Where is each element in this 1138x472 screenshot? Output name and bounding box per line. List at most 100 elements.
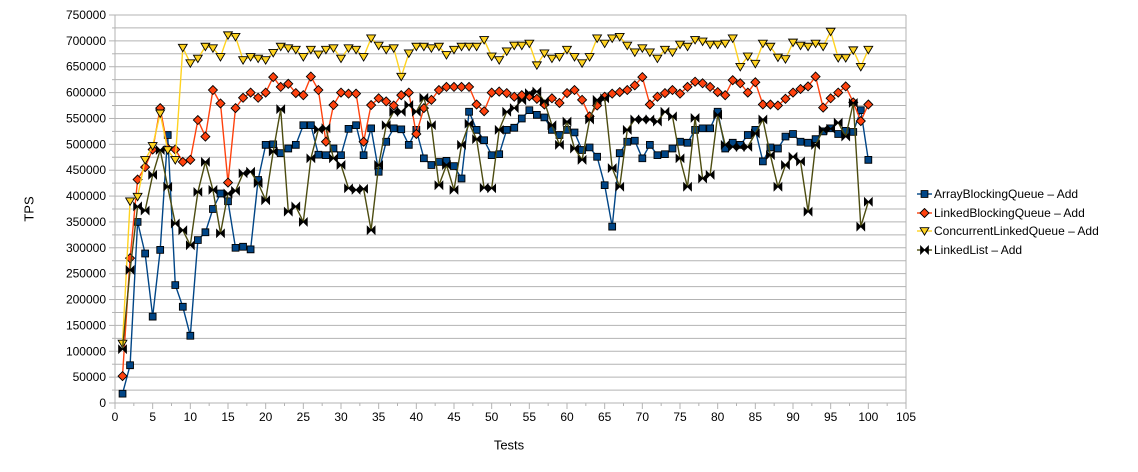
data-point-marker: [140, 205, 150, 216]
data-point-marker: [517, 114, 526, 123]
data-point-marker: [389, 124, 398, 133]
data-point-marker: [396, 72, 407, 82]
data-point-marker: [697, 78, 708, 89]
data-point-marker: [186, 331, 195, 340]
data-point-marker: [231, 243, 240, 252]
data-point-marker: [638, 154, 647, 163]
data-point-marker: [411, 42, 422, 52]
data-point-marker: [420, 154, 428, 163]
data-point-marker: [216, 228, 225, 239]
data-point-marker: [328, 44, 339, 54]
data-point-marker: [705, 169, 715, 180]
data-point-marker: [396, 106, 406, 117]
data-point-marker: [246, 166, 255, 177]
data-point-marker: [216, 189, 225, 198]
square-icon: [920, 190, 929, 199]
series-arrayblockingqueue-add: [118, 106, 873, 398]
data-point-marker: [170, 218, 180, 229]
diamond-icon: [919, 207, 930, 218]
data-point-marker: [720, 90, 731, 101]
data-point-marker: [147, 142, 158, 151]
data-point-marker: [215, 53, 226, 62]
data-point-marker: [540, 96, 549, 107]
data-point-marker: [600, 93, 610, 104]
data-point-marker: [449, 184, 459, 195]
data-point-marker: [546, 54, 558, 64]
data-point-marker: [780, 93, 791, 104]
data-point-marker: [178, 302, 187, 311]
data-point-marker: [374, 167, 383, 176]
data-point-marker: [177, 156, 188, 168]
data-point-marker: [796, 156, 805, 167]
x-tick-label: 25: [297, 410, 311, 424]
x-tick-label: 70: [636, 410, 650, 424]
data-point-marker: [540, 113, 549, 122]
data-point-marker: [253, 178, 263, 189]
data-point-marker: [245, 53, 256, 62]
data-point-marker: [796, 137, 805, 146]
x-tick-label: 55: [523, 410, 537, 424]
data-point-marker: [433, 84, 445, 96]
data-point-marker: [772, 53, 784, 63]
data-point-marker: [811, 139, 820, 150]
data-point-marker: [789, 130, 797, 138]
data-point-marker: [547, 120, 557, 131]
data-point-marker: [766, 150, 775, 161]
data-point-marker: [359, 183, 368, 194]
data-point-marker: [215, 98, 226, 109]
data-point-marker: [305, 71, 317, 82]
y-tick-label: 650000: [66, 60, 106, 74]
data-point-marker: [314, 150, 323, 159]
data-point-marker: [516, 41, 527, 51]
data-point-marker: [788, 151, 798, 162]
data-point-marker: [298, 53, 309, 62]
x-tick-label: 60: [560, 410, 574, 424]
data-point-marker: [546, 93, 558, 104]
data-point-marker: [494, 56, 505, 65]
data-point-marker: [365, 99, 377, 111]
data-point-marker: [456, 42, 467, 52]
data-point-marker: [404, 100, 414, 111]
data-point-marker: [863, 45, 874, 55]
data-point-marker: [848, 46, 859, 56]
data-point-marker: [162, 146, 173, 156]
y-tick-label: 450000: [66, 163, 106, 177]
data-point-marker: [283, 44, 294, 54]
data-point-marker: [284, 144, 293, 153]
series-marker-icon: [917, 245, 932, 256]
data-point-marker: [667, 84, 678, 96]
data-point-marker: [787, 87, 799, 98]
data-point-marker: [185, 240, 195, 251]
data-point-marker: [856, 106, 865, 115]
data-point-marker: [817, 42, 829, 52]
data-point-marker: [201, 228, 210, 237]
x-tick-label: 20: [259, 410, 273, 424]
data-point-marker: [562, 116, 572, 127]
data-point-marker: [261, 195, 271, 206]
x-tick-label: 80: [711, 410, 725, 424]
data-point-marker: [418, 42, 430, 52]
data-point-marker: [396, 90, 407, 101]
data-point-marker: [615, 149, 624, 157]
data-point-marker: [268, 146, 278, 157]
data-point-marker: [426, 44, 437, 54]
data-point-marker: [322, 151, 330, 160]
x-tick-label: 90: [786, 410, 800, 424]
data-point-marker: [320, 45, 332, 55]
gridlines: [115, 14, 906, 391]
data-point-marker: [148, 169, 158, 180]
data-point-marker: [388, 44, 399, 54]
data-point-marker: [607, 163, 617, 174]
data-point-marker: [177, 43, 188, 53]
data-point-marker: [290, 87, 301, 99]
data-point-marker: [674, 88, 686, 99]
data-point-marker: [118, 389, 127, 398]
data-point-marker: [577, 154, 587, 165]
data-point-marker: [124, 197, 136, 207]
data-point-marker: [463, 81, 475, 93]
data-point-marker: [591, 34, 603, 44]
data-point-marker: [863, 99, 874, 110]
data-point-marker: [381, 96, 392, 107]
data-point-marker: [163, 181, 173, 192]
